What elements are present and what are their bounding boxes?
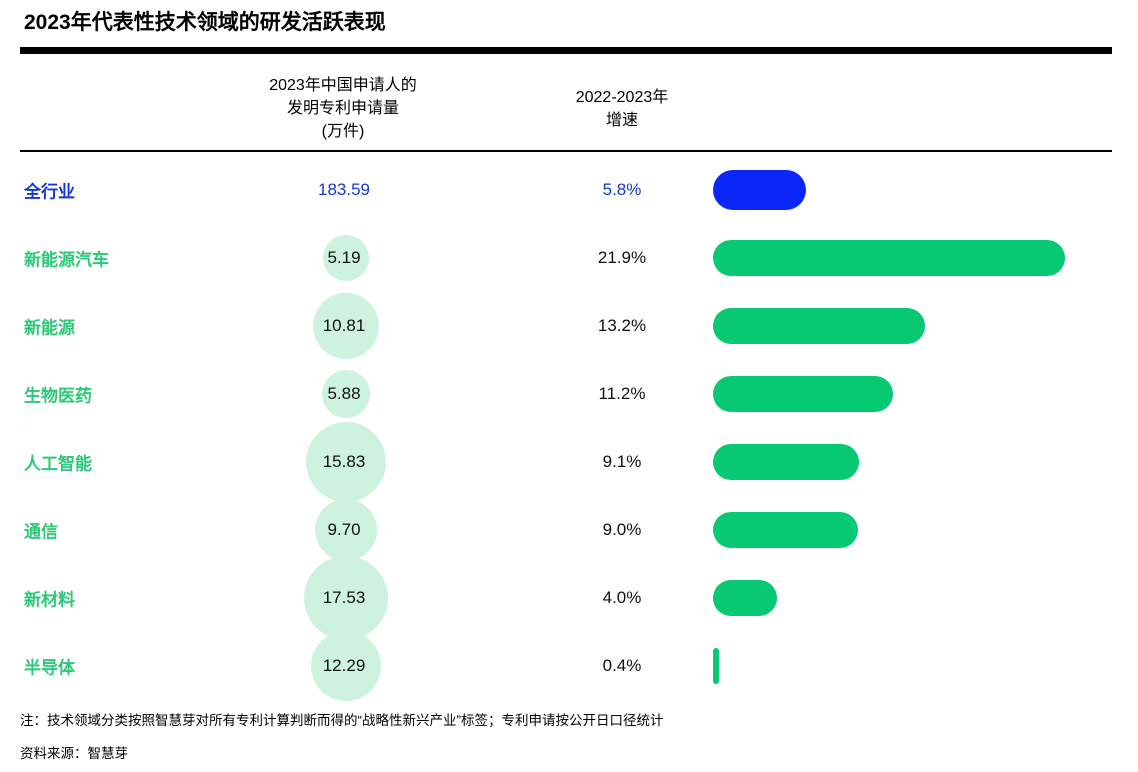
growth-bar [713,376,893,412]
volume-header-line-2: 发明专利申请量 [286,100,399,117]
title-divider [20,47,1112,54]
header-divider [20,150,1112,152]
row-label: 通信 [24,522,58,542]
volume-bubble [313,293,379,359]
table-row: 新能源汽车 5.19 21.9% [0,224,1138,292]
volume-value: 12.29 [322,656,366,675]
growth-bar [713,648,719,684]
volume-bubble [323,235,369,281]
chart-title: 2023年代表性技术领域的研发活跃表现 [24,11,386,34]
volume-bubble [315,499,377,561]
growth-bar [713,444,859,480]
row-label: 新能源 [24,318,75,338]
table-row: 半导体 12.29 0.4% [0,631,1138,701]
table-row: 人工智能 15.83 9.1% [0,422,1138,502]
growth-value: 0.4% [602,656,642,675]
row-label: 生物医药 [24,386,92,406]
volume-bubble [322,370,370,418]
volume-column-header: 2023年中国申请人的 发明专利申请量 (万件) [203,74,483,143]
growth-bar [713,240,1065,276]
volume-header-line-3: (万件) [321,123,365,140]
volume-value: 9.70 [327,520,361,539]
volume-bubble [306,422,386,502]
growth-value: 13.2% [597,316,647,335]
growth-bar [713,512,858,548]
row-label: 人工智能 [24,454,92,474]
growth-bar [713,170,806,210]
volume-value: 10.81 [322,316,366,335]
row-label: 全行业 [24,182,75,202]
growth-header-line-1: 2022-2023年 [575,89,669,106]
growth-bar [713,580,777,616]
row-label: 半导体 [24,658,75,678]
volume-value: 5.88 [327,384,361,403]
table-row: 全行业 183.59 5.8% [0,156,1138,224]
growth-value: 11.2% [598,384,646,403]
row-label: 新能源汽车 [24,250,109,270]
source-note: 资料来源：智慧芽 [20,746,128,761]
volume-value: 15.83 [322,452,366,471]
row-label: 新材料 [24,590,75,610]
table-row: 新能源 10.81 13.2% [0,292,1138,360]
volume-value: 17.53 [322,588,366,607]
volume-value: 5.19 [327,248,361,267]
table-row: 生物医药 5.88 11.2% [0,360,1138,428]
growth-header-line-2: 增速 [605,112,638,129]
growth-value: 4.0% [602,588,642,607]
volume-header-line-1: 2023年中国申请人的 [269,77,417,94]
table-row: 通信 9.70 9.0% [0,496,1138,564]
chart-rows: 全行业 183.59 5.8% 新能源汽车 5.19 21.9% 新能源 10.81 13.2%… [0,156,1138,701]
growth-value: 21.9% [597,248,647,267]
growth-bar [713,308,925,344]
volume-value: 183.59 [318,180,370,199]
growth-value: 9.0% [602,520,642,539]
growth-value: 5.8% [602,180,642,199]
growth-column-header: 2022-2023年 增速 [512,86,732,132]
footnote: 注：技术领域分类按照智慧芽对所有专利计算判断而得的“战略性新兴产业”标签；专利申… [20,713,664,728]
volume-bubble [304,556,388,640]
growth-value: 9.1% [602,452,642,471]
volume-bubble [311,631,381,701]
table-row: 新材料 17.53 4.0% [0,556,1138,640]
